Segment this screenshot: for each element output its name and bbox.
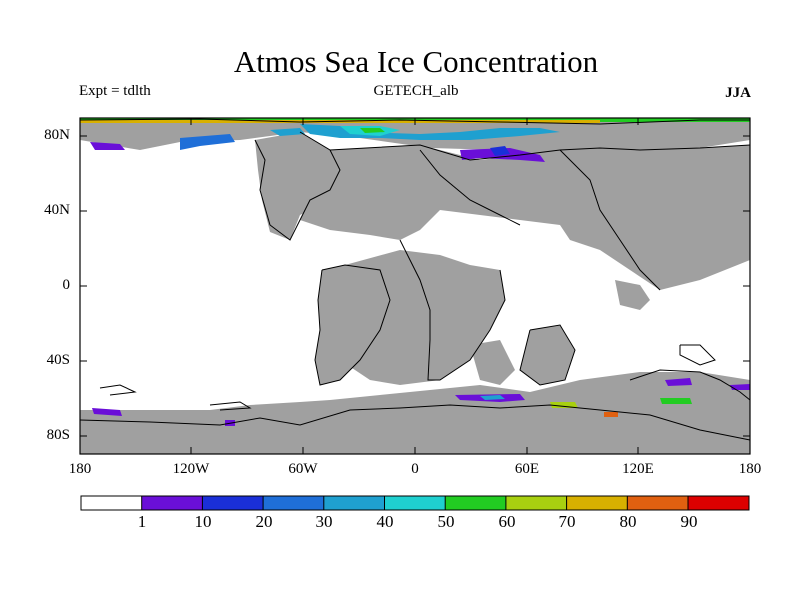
lat-label-40n: 40N: [44, 202, 70, 218]
map-panel: [79, 117, 751, 455]
colorbar-swatch: [566, 495, 629, 511]
colorbar-swatch: [384, 495, 446, 511]
colorbar-label: 90: [680, 512, 698, 531]
colorbar-swatch: [505, 495, 568, 511]
colorbar-label: 30: [315, 512, 333, 531]
lon-label-180-east: 180: [738, 461, 762, 477]
coastlines: [79, 118, 751, 441]
dataset-label: GETECH_alb: [373, 83, 459, 99]
colorbar-swatch: [80, 495, 143, 511]
colorbar-swatch: [141, 495, 204, 511]
lat-label-80n: 80N: [44, 127, 70, 143]
colorbar-label: 40: [376, 512, 394, 531]
colorbar: [80, 495, 750, 511]
lon-label-0: 0: [411, 461, 419, 477]
colorbar-swatch: [687, 495, 750, 511]
land-mask: [80, 122, 750, 454]
lat-label-40s: 40S: [46, 352, 70, 368]
colorbar-swatch: [262, 495, 325, 511]
lat-label-0: 0: [62, 277, 71, 293]
colorbar-label: 10: [194, 512, 212, 531]
colorbar-swatch: [444, 495, 507, 511]
colorbar-label: 50: [437, 512, 455, 531]
colorbar-label: 80: [619, 512, 637, 531]
lon-label-120e: 120E: [622, 461, 654, 477]
colorbar-label: 70: [558, 512, 576, 531]
colorbar-swatch: [201, 495, 264, 511]
lon-label-60w: 60W: [288, 461, 318, 477]
colorbar-label: 60: [498, 512, 516, 531]
colorbar-swatch: [323, 495, 386, 511]
colorbar-label: 20: [255, 512, 273, 531]
lat-label-80s: 80S: [46, 427, 70, 443]
colorbar-swatch: [626, 495, 689, 511]
lon-label-180-west: 180: [68, 461, 92, 477]
map-title: Atmos Sea Ice Concentration: [233, 44, 599, 79]
season-label: JJA: [725, 85, 751, 101]
lon-label-60e: 60E: [514, 461, 540, 477]
colorbar-label: 1: [137, 512, 147, 531]
lon-label-120w: 120W: [172, 461, 210, 477]
experiment-label: Expt = tdlth: [79, 83, 151, 99]
axis-ticks: [80, 118, 750, 454]
